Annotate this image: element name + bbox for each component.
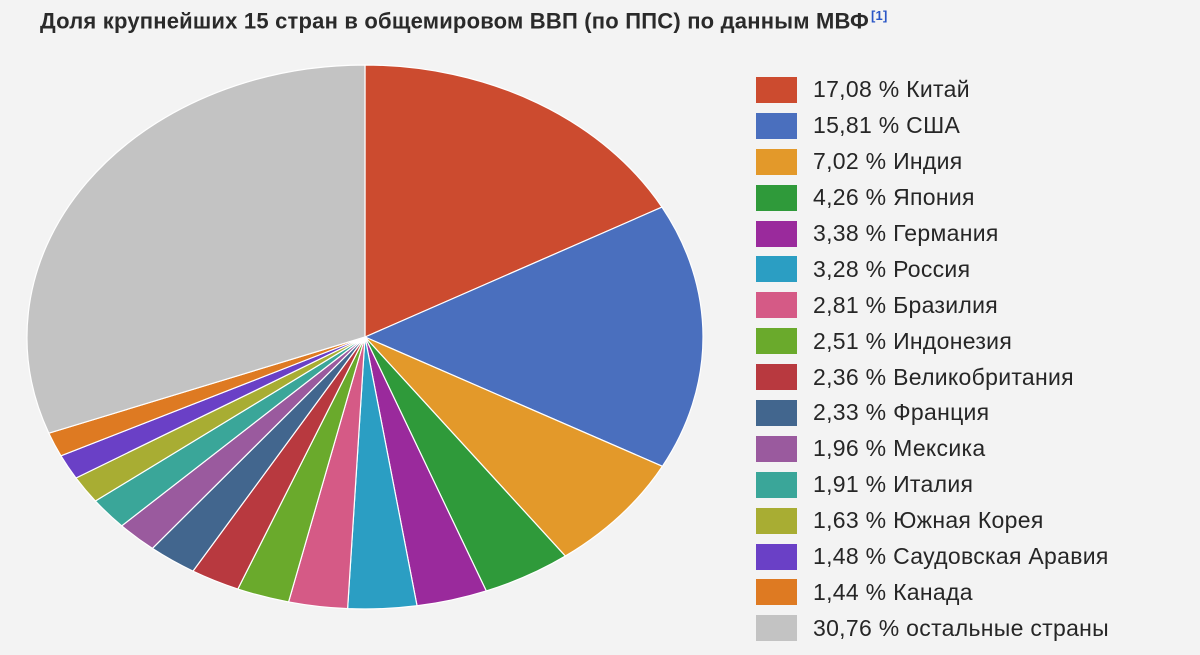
- legend-label: 3,28 % Россия: [813, 255, 971, 282]
- legend-swatch: [756, 328, 797, 355]
- legend-swatch: [756, 256, 797, 283]
- legend-item[interactable]: 3,28 % Россия: [756, 251, 1109, 287]
- legend-swatch: [756, 471, 797, 498]
- legend-swatch: [756, 112, 797, 139]
- legend-label: 17,08 % Китай: [813, 76, 970, 103]
- legend-label: 1,91 % Италия: [813, 471, 974, 498]
- legend-swatch: [756, 579, 797, 606]
- chart-legend: 17,08 % Китай 15,81 % США 7,02 % Индия 4,26…: [756, 72, 1109, 646]
- legend-item[interactable]: 15,81 % США: [756, 108, 1109, 144]
- legend-label: 2,51 % Индонезия: [813, 327, 1013, 354]
- legend-label: 2,36 % Великобритания: [813, 363, 1074, 390]
- legend-item[interactable]: 1,91 % Италия: [756, 467, 1109, 503]
- chart-title-text: Доля крупнейших 15 стран в общемировом В…: [40, 8, 870, 34]
- legend-label: 1,48 % Саудовская Аравия: [813, 543, 1109, 570]
- legend-swatch: [756, 76, 797, 103]
- legend-item[interactable]: 2,36 % Великобритания: [756, 359, 1109, 395]
- legend-swatch: [756, 184, 797, 211]
- legend-item[interactable]: 7,02 % Индия: [756, 144, 1109, 180]
- pie-slice-16[interactable]: [26, 64, 366, 434]
- legend-label: 1,44 % Канада: [813, 578, 973, 605]
- legend-label: 2,33 % Франция: [813, 399, 990, 426]
- legend-item[interactable]: 1,96 % Мексика: [756, 431, 1109, 467]
- legend-label: 3,38 % Германия: [813, 220, 999, 246]
- chart-title: Доля крупнейших 15 стран в общемировом В…: [40, 8, 888, 34]
- legend-label: 1,63 % Южная Корея: [813, 507, 1044, 534]
- legend-label: 15,81 % США: [813, 112, 961, 139]
- legend-item[interactable]: 3,38 % Германия: [756, 216, 1109, 252]
- legend-item[interactable]: 2,33 % Франция: [756, 395, 1109, 431]
- legend-swatch: [756, 364, 797, 391]
- legend-item[interactable]: 17,08 % Китай: [756, 72, 1109, 108]
- legend-label: 4,26 % Япония: [813, 184, 975, 211]
- pie-slice-1[interactable]: [364, 64, 663, 338]
- legend-item[interactable]: 1,63 % Южная Корея: [756, 503, 1109, 539]
- legend-swatch: [756, 220, 797, 247]
- legend-item[interactable]: 2,81 % Бразилия: [756, 287, 1109, 323]
- legend-label: 30,76 % остальные страны: [813, 614, 1110, 641]
- legend-label: 2,81 % Бразилия: [813, 291, 999, 318]
- reference-link[interactable]: [1]: [871, 8, 888, 23]
- legend-swatch: [756, 292, 797, 319]
- legend-label: 1,96 % Мексика: [813, 435, 986, 462]
- legend-swatch: [756, 148, 797, 175]
- legend-swatch: [756, 615, 797, 642]
- legend-swatch: [756, 435, 797, 462]
- legend-item[interactable]: 2,51 % Индонезия: [756, 323, 1109, 359]
- legend-item[interactable]: 30,76 % остальные страны: [756, 610, 1109, 646]
- pie-chart: [26, 64, 704, 610]
- legend-item[interactable]: 1,48 % Саудовская Аравия: [756, 539, 1109, 575]
- legend-swatch: [756, 543, 797, 570]
- legend-swatch: [756, 507, 797, 534]
- legend-item[interactable]: 1,44 % Канада: [756, 574, 1109, 610]
- legend-swatch: [756, 399, 797, 426]
- legend-label: 7,02 % Индия: [813, 148, 963, 175]
- legend-item[interactable]: 4,26 % Япония: [756, 180, 1109, 216]
- pie-slice-2[interactable]: [363, 206, 704, 468]
- pie-slice-3[interactable]: [364, 336, 664, 557]
